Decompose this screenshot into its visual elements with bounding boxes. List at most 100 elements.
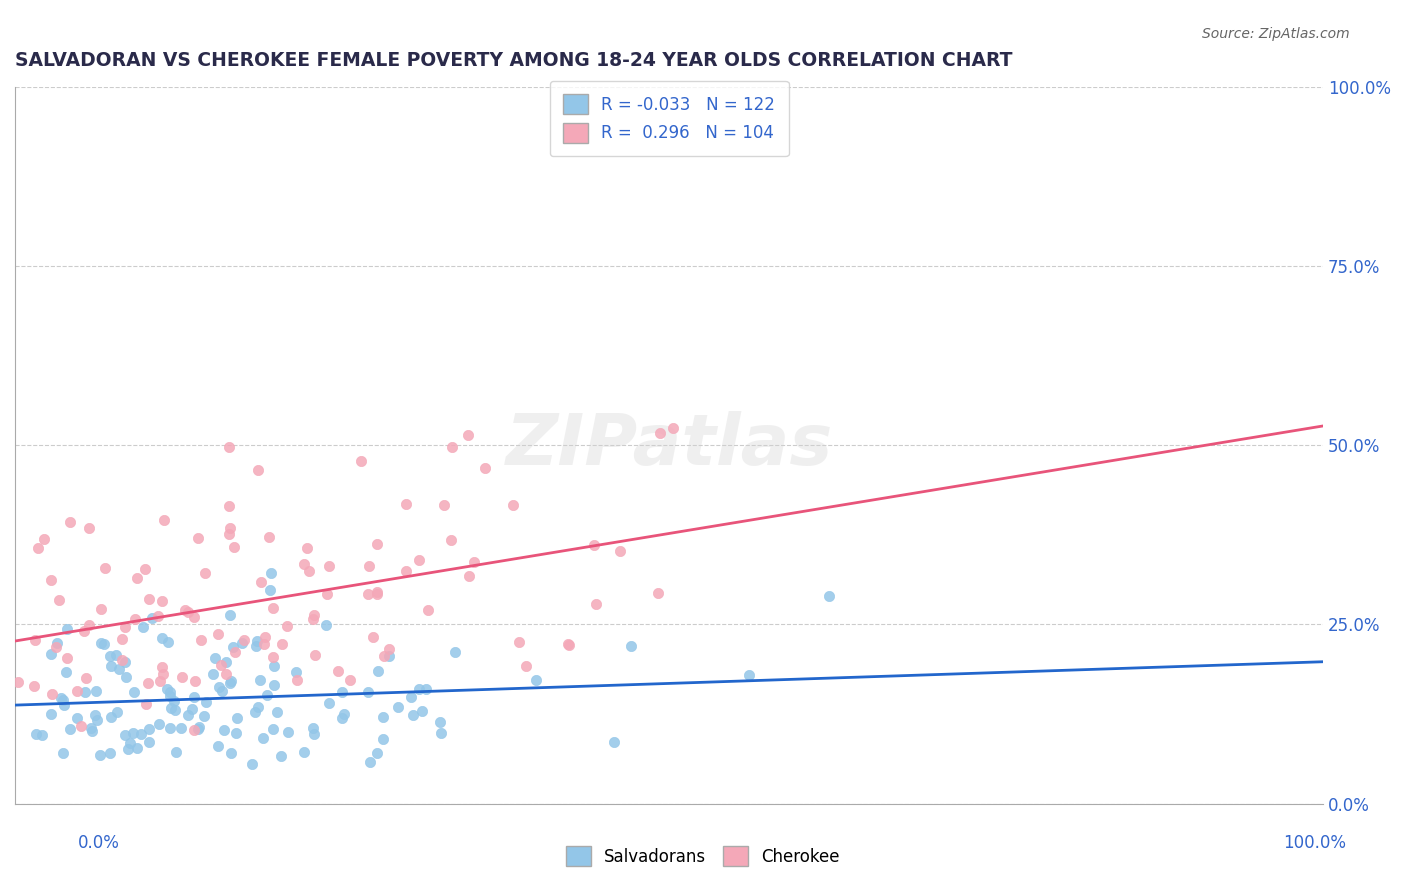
- Point: [159, 690, 181, 704]
- Point: [208, 680, 231, 694]
- Point: [48, 593, 70, 607]
- Point: [429, 715, 451, 730]
- Point: [86, 713, 108, 727]
- Point: [215, 655, 238, 669]
- Point: [211, 684, 233, 698]
- Point: [159, 721, 181, 735]
- Point: [224, 540, 246, 554]
- Point: [246, 699, 269, 714]
- Point: [339, 673, 361, 688]
- Point: [262, 600, 284, 615]
- Point: [172, 670, 194, 684]
- Point: [737, 668, 759, 682]
- Point: [207, 739, 229, 754]
- Point: [240, 756, 263, 771]
- Point: [357, 685, 380, 699]
- Point: [292, 557, 315, 571]
- Point: [108, 662, 131, 676]
- Point: [315, 617, 337, 632]
- Point: [249, 673, 271, 687]
- Point: [252, 731, 274, 745]
- Point: [193, 709, 215, 723]
- Point: [441, 441, 464, 455]
- Point: [318, 697, 340, 711]
- Point: [218, 676, 240, 690]
- Point: [271, 637, 294, 651]
- Point: [366, 746, 388, 760]
- Point: [401, 690, 423, 704]
- Point: [408, 682, 430, 697]
- Point: [24, 633, 46, 648]
- Point: [557, 637, 579, 651]
- Point: [129, 727, 152, 741]
- Point: [218, 608, 240, 623]
- Point: [378, 642, 401, 657]
- Point: [90, 635, 112, 649]
- Point: [458, 568, 481, 582]
- Point: [70, 719, 93, 733]
- Point: [366, 537, 388, 551]
- Point: [135, 698, 157, 712]
- Point: [373, 649, 395, 664]
- Point: [122, 726, 145, 740]
- Point: [395, 564, 418, 578]
- Point: [150, 660, 173, 674]
- Point: [187, 531, 209, 545]
- Point: [77, 618, 100, 632]
- Point: [302, 612, 325, 626]
- Point: [350, 454, 373, 468]
- Text: ZIPatlas: ZIPatlas: [505, 410, 832, 480]
- Point: [53, 698, 76, 712]
- Point: [219, 521, 242, 535]
- Point: [25, 727, 48, 741]
- Point: [232, 632, 254, 647]
- Point: [49, 691, 72, 706]
- Point: [174, 603, 197, 617]
- Point: [100, 746, 122, 760]
- Point: [187, 723, 209, 737]
- Point: [231, 636, 253, 650]
- Point: [387, 699, 409, 714]
- Point: [7, 674, 30, 689]
- Point: [262, 722, 284, 736]
- Point: [159, 685, 181, 699]
- Point: [245, 640, 267, 654]
- Point: [373, 710, 395, 724]
- Point: [603, 735, 626, 749]
- Point: [73, 624, 96, 639]
- Point: [98, 649, 121, 664]
- Point: [315, 587, 337, 601]
- Point: [149, 673, 172, 688]
- Point: [22, 679, 45, 693]
- Point: [84, 684, 107, 698]
- Point: [463, 555, 485, 569]
- Point: [433, 498, 456, 512]
- Point: [46, 635, 69, 649]
- Point: [285, 673, 308, 687]
- Point: [153, 513, 176, 527]
- Point: [620, 639, 643, 653]
- Point: [257, 530, 280, 544]
- Point: [152, 667, 174, 681]
- Point: [515, 659, 537, 673]
- Point: [302, 608, 325, 623]
- Point: [292, 746, 315, 760]
- Point: [252, 637, 274, 651]
- Point: [41, 706, 63, 721]
- Point: [378, 648, 401, 663]
- Point: [266, 706, 288, 720]
- Point: [318, 558, 340, 573]
- Point: [330, 684, 353, 698]
- Point: [148, 717, 170, 731]
- Point: [204, 651, 226, 665]
- Point: [218, 499, 240, 513]
- Point: [150, 594, 173, 608]
- Point: [253, 631, 276, 645]
- Point: [402, 708, 425, 723]
- Point: [45, 640, 67, 655]
- Point: [359, 558, 381, 573]
- Point: [105, 648, 128, 663]
- Point: [124, 611, 146, 625]
- Point: [430, 726, 453, 740]
- Point: [117, 742, 139, 756]
